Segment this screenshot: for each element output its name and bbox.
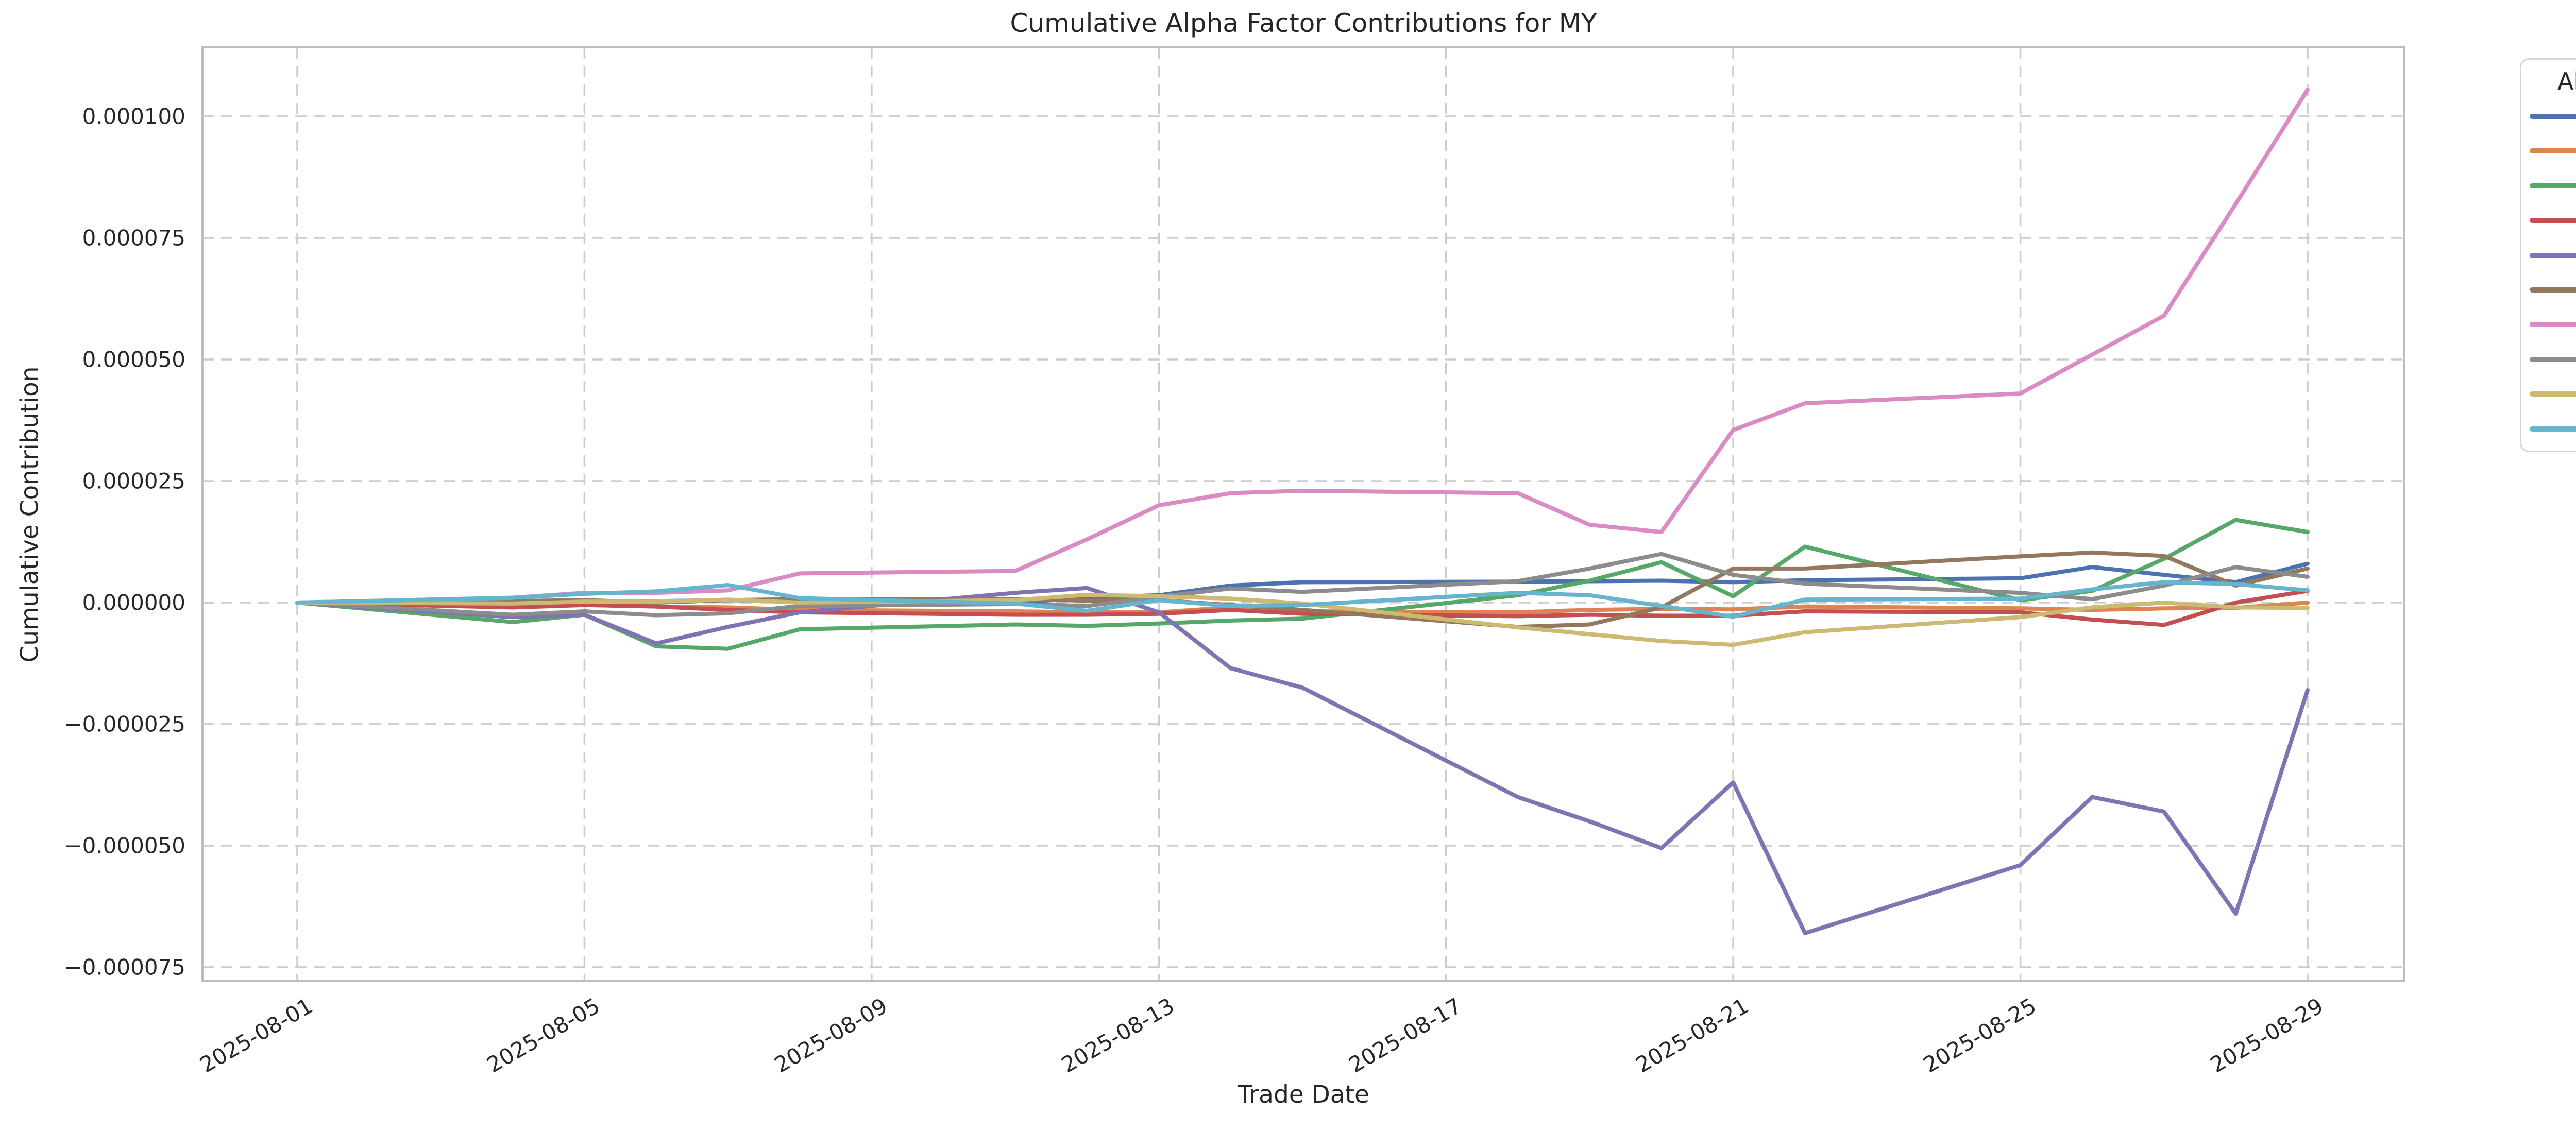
legend-swatch-linkage [2530, 148, 2576, 154]
series-neglect-line [295, 589, 2310, 627]
x-axis-label: Trade Date [1238, 1080, 1369, 1109]
legend-item-quality: quality [2521, 241, 2576, 270]
y-tick-label: −0.000050 [64, 833, 185, 859]
legend-swatch-value_liq [2530, 426, 2576, 432]
legend-swatch-fmom [2530, 114, 2576, 119]
series-quality-line [295, 586, 2310, 935]
y-tick-label: −0.000075 [64, 954, 185, 980]
legend-swatch-reversal [2530, 287, 2576, 293]
y-tick-label: 0.000075 [82, 225, 185, 251]
y-tick-label: 0.000025 [82, 468, 185, 494]
legend-item-reversal: reversal [2521, 276, 2576, 304]
legend-item-value_gc: value_gc [2521, 380, 2576, 408]
legend-item-fmom: fmom [2521, 102, 2576, 131]
series-value_liq-line [295, 580, 2310, 619]
series-stability-line [295, 552, 2310, 618]
legend-swatch-revision [2530, 322, 2576, 328]
legend-swatch-stability [2530, 356, 2576, 362]
gridlines [202, 47, 2404, 981]
legend-item-momentum: momentum [2521, 171, 2576, 200]
legend-item-stability: stability [2521, 345, 2576, 374]
series-revision-line [295, 88, 2310, 605]
legend-swatch-value_gc [2530, 391, 2576, 397]
y-axis-label: Cumulative Contribution [15, 366, 44, 663]
legend-swatch-momentum [2530, 183, 2576, 188]
y-tick-label: 0.000100 [82, 104, 185, 129]
legend-title: Alpha Factor [2557, 67, 2576, 95]
legend-item-revision: revision [2521, 310, 2576, 339]
plot-border [201, 46, 2405, 982]
legend-item-value_liq: value_liq [2521, 415, 2576, 443]
legend: Alpha Factor fmom linkage momentum neglect q… [2520, 58, 2576, 452]
series-momentum-line [295, 518, 2310, 651]
legend-swatch-quality [2530, 252, 2576, 258]
y-tick-label: −0.000025 [64, 711, 185, 737]
y-tick-label: 0.000050 [82, 347, 185, 372]
chart-title: Cumulative Alpha Factor Contributions fo… [1010, 8, 1597, 38]
legend-item-linkage: linkage [2521, 136, 2576, 165]
legend-item-neglect: neglect [2521, 206, 2576, 235]
y-tick-label: 0.000000 [82, 590, 185, 615]
legend-swatch-neglect [2530, 218, 2576, 224]
